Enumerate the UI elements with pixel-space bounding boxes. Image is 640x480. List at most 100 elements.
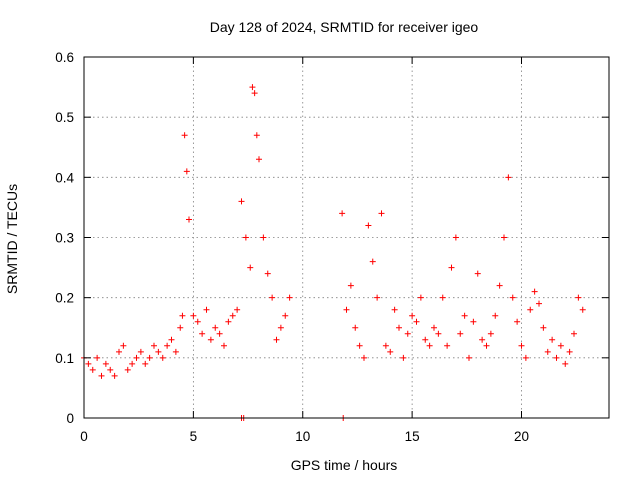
data-point: [509, 294, 516, 301]
data-point: [457, 330, 464, 337]
data-point: [575, 294, 582, 301]
data-point: [98, 372, 105, 379]
data-point: [531, 288, 538, 295]
data-point: [116, 348, 122, 355]
axis-ticks: [83, 56, 609, 419]
data-point: [142, 360, 149, 367]
x-tick-label: 15: [405, 429, 420, 444]
x-tick-label: 20: [514, 429, 529, 444]
data-points: [81, 84, 586, 421]
data-point: [111, 372, 118, 379]
data-point: [461, 312, 468, 319]
data-point: [212, 324, 219, 331]
data-point: [194, 318, 201, 325]
chart-title: Day 128 of 2024, SRMTID for receiver ige…: [210, 19, 479, 35]
data-point: [190, 312, 197, 319]
data-point: [444, 342, 451, 349]
data-point: [549, 336, 556, 343]
data-point: [378, 210, 385, 217]
data-point: [518, 342, 525, 349]
data-point: [439, 294, 446, 301]
data-point: [536, 300, 542, 307]
data-point: [505, 174, 512, 181]
data-point: [365, 222, 372, 229]
y-tick-label: 0.1: [55, 351, 74, 366]
data-point: [102, 360, 109, 367]
data-point: [369, 258, 376, 265]
x-tick-label: 5: [190, 429, 198, 444]
data-point: [448, 264, 455, 271]
data-point: [487, 330, 494, 337]
data-point: [496, 282, 503, 289]
data-point: [343, 306, 350, 313]
data-point: [207, 336, 214, 343]
data-point: [133, 354, 140, 361]
data-point: [124, 366, 131, 373]
data-point: [474, 270, 481, 277]
data-point: [382, 342, 389, 349]
data-point: [492, 312, 499, 319]
y-tick-label: 0.4: [55, 170, 74, 185]
data-point: [269, 294, 276, 301]
data-point: [177, 324, 184, 331]
data-point: [356, 342, 363, 349]
data-point: [183, 168, 190, 175]
data-point: [186, 216, 192, 223]
data-point: [417, 294, 424, 301]
data-point: [146, 354, 153, 361]
data-point: [277, 324, 284, 331]
data-point: [234, 306, 241, 313]
data-point: [431, 324, 437, 331]
data-point: [562, 360, 569, 367]
y-tick-label: 0.2: [55, 291, 74, 306]
data-point: [527, 306, 534, 313]
data-point: [409, 312, 416, 319]
data-point: [544, 348, 551, 355]
data-point: [151, 342, 157, 349]
data-point: [579, 306, 586, 313]
data-point: [391, 306, 398, 313]
data-point: [164, 342, 171, 349]
data-point: [120, 342, 127, 349]
data-point: [352, 324, 359, 331]
x-tick-label: 10: [295, 429, 310, 444]
data-point: [347, 282, 354, 289]
y-tick-label: 0: [66, 411, 74, 426]
data-point: [199, 330, 206, 337]
data-point: [404, 330, 411, 337]
y-axis-label: SRMTID / TECUs: [4, 184, 20, 294]
data-point: [238, 198, 245, 205]
data-point: [422, 336, 429, 343]
data-point: [557, 342, 564, 349]
data-point: [179, 312, 186, 319]
data-point: [85, 360, 92, 367]
data-point: [553, 354, 560, 361]
data-point: [94, 354, 101, 361]
data-point: [89, 366, 96, 373]
data-point: [247, 264, 254, 271]
data-point: [361, 354, 367, 361]
data-point: [168, 336, 175, 343]
data-point: [501, 234, 507, 241]
data-point: [264, 270, 271, 277]
grid-lines: [84, 57, 609, 418]
data-point: [522, 354, 529, 361]
data-point: [396, 324, 402, 331]
data-point: [159, 354, 166, 361]
data-point: [339, 210, 346, 217]
data-point: [571, 330, 577, 337]
x-tick-label: 0: [80, 429, 88, 444]
data-point: [107, 366, 114, 373]
y-tick-label: 0.5: [55, 110, 74, 125]
data-point: [242, 234, 249, 241]
y-tick-label: 0.3: [55, 231, 74, 246]
data-point: [435, 330, 442, 337]
data-point: [387, 348, 394, 355]
data-point: [479, 336, 486, 343]
data-point: [466, 354, 472, 361]
data-point: [225, 318, 232, 325]
data-point: [540, 324, 547, 331]
data-point: [216, 330, 223, 337]
data-point: [286, 294, 293, 301]
